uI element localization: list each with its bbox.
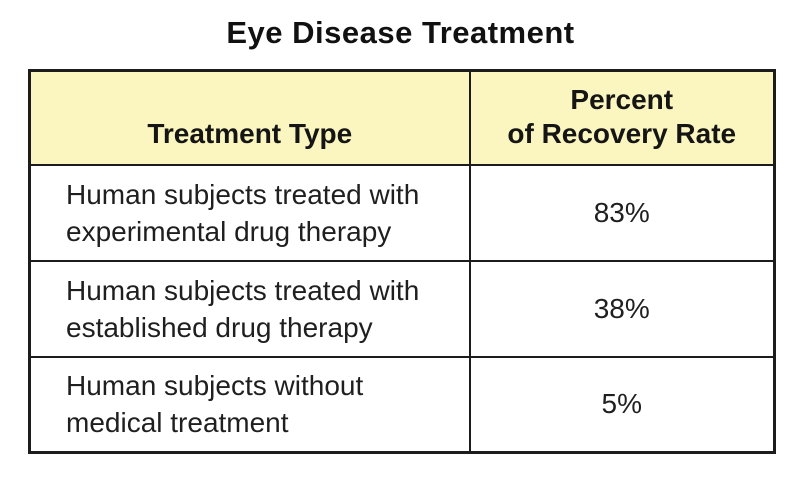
treatment-line1: Human subjects treated with <box>66 178 420 210</box>
treatment-cell: Human subjects treated with established … <box>28 259 471 358</box>
table-row: Human subjects without medical treatment… <box>28 355 776 454</box>
treatment-line2: established drug therapy <box>66 311 373 343</box>
header-percent-line1: Percent <box>570 83 674 115</box>
treatment-table: Treatment Type Percent of Recovery Rate … <box>28 69 776 454</box>
treatment-cell: Human subjects treated with experimental… <box>28 163 471 262</box>
header-cell-percent: Percent of Recovery Rate <box>468 69 776 166</box>
treatment-line2: medical treatment <box>66 407 289 439</box>
percent-cell: 5% <box>468 355 776 454</box>
table-row: Human subjects treated with established … <box>28 259 776 358</box>
treatment-line2: experimental drug therapy <box>66 215 392 247</box>
treatment-line1: Human subjects without <box>66 370 364 402</box>
treatment-line1: Human subjects treated with <box>66 274 420 306</box>
header-row: Treatment Type Percent of Recovery Rate <box>28 69 776 166</box>
percent-cell: 38% <box>468 259 776 358</box>
header-percent-line2: of Recovery Rate <box>507 117 737 149</box>
figure: Eye Disease Treatment Treatment Type Per… <box>0 14 800 454</box>
page-title: Eye Disease Treatment <box>226 15 575 50</box>
header-cell-treatment-type: Treatment Type <box>28 69 471 166</box>
table-row: Human subjects treated with experimental… <box>28 163 776 262</box>
percent-cell: 83% <box>468 163 776 262</box>
treatment-cell: Human subjects without medical treatment <box>28 355 471 454</box>
